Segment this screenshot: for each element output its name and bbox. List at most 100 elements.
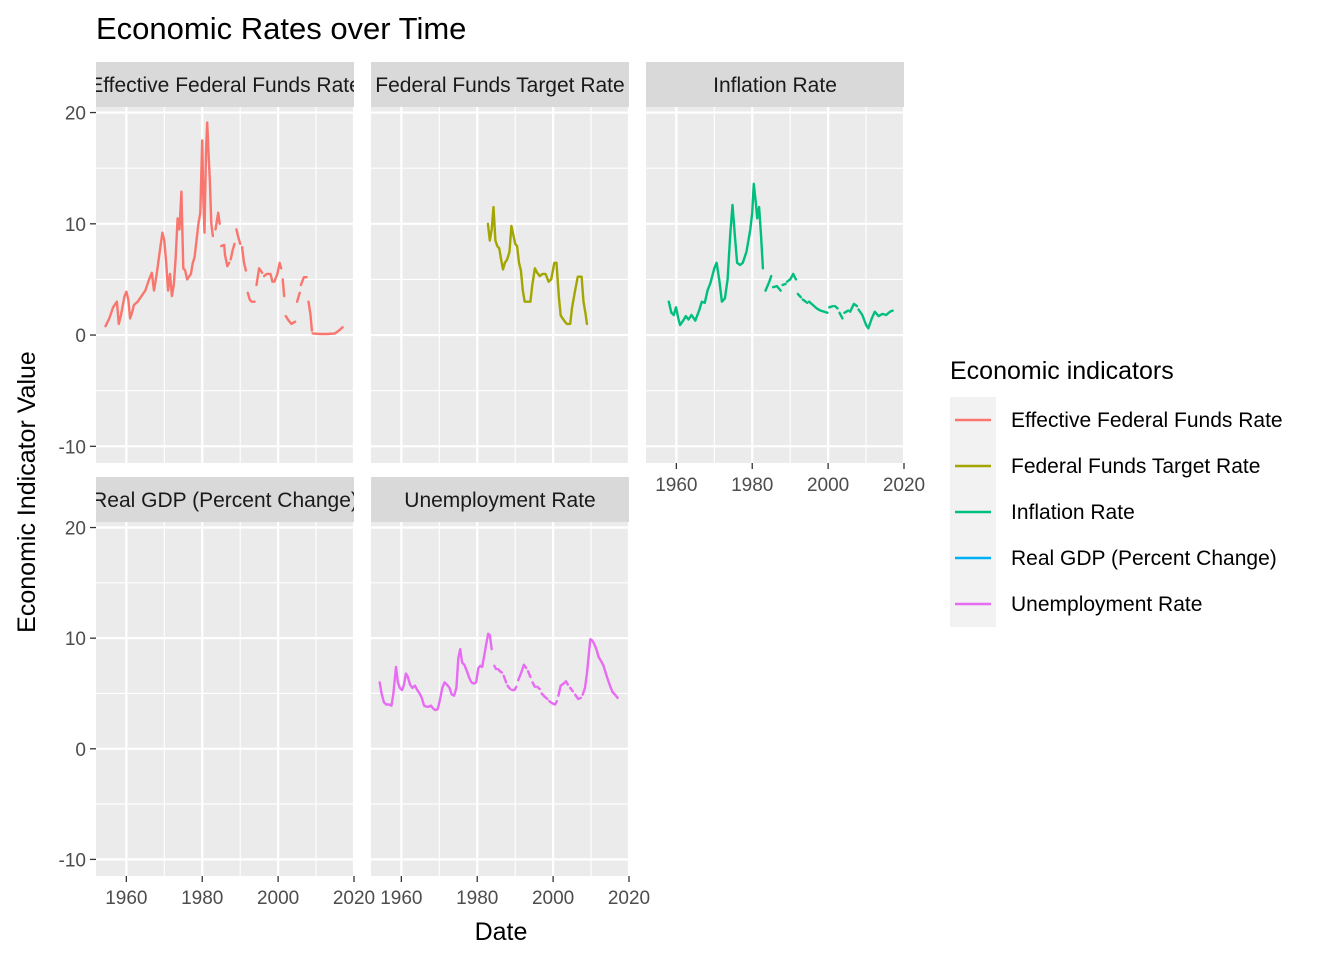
series-line-segment: [262, 272, 274, 283]
series-unemployment-rate: [378, 632, 619, 712]
series-line-segment: [493, 664, 498, 671]
series-inflation-rate: [667, 182, 894, 330]
panel-background: [371, 522, 629, 876]
series-line-segment: [235, 228, 242, 245]
y-tick-label: 0: [75, 326, 86, 347]
series-line-segment: [378, 632, 490, 712]
x-tick-label: 2000: [532, 888, 574, 909]
y-tick-label: 10: [65, 215, 86, 236]
series-line-segment: [255, 267, 264, 287]
series-line-segment: [667, 182, 765, 327]
series-line-segment: [246, 291, 256, 303]
series-line-segment: [838, 311, 844, 320]
x-tick-label: 2020: [608, 888, 650, 909]
legend-label: Real GDP (Percent Change): [1011, 547, 1277, 570]
legend-item-unemployment-rate: Unemployment Rate: [955, 593, 1202, 616]
series-line-segment: [496, 667, 504, 674]
legend-label: Unemployment Rate: [1011, 593, 1202, 616]
facet-strip: [371, 477, 629, 522]
series-line-segment: [273, 261, 283, 283]
series-line-segment: [796, 292, 802, 299]
series-line-segment: [801, 298, 809, 304]
series-line-segment: [833, 304, 839, 310]
series-line-segment: [548, 700, 559, 706]
panel-background: [96, 522, 354, 876]
y-tick-label: 10: [65, 629, 86, 650]
x-tick-label: 2020: [883, 475, 925, 496]
facet-strip: [646, 62, 904, 107]
series-line-segment: [843, 309, 850, 314]
x-tick-label: 1980: [456, 888, 498, 909]
series-line-segment: [771, 284, 782, 292]
series-line-segment: [510, 685, 518, 692]
series-line-segment: [502, 674, 508, 684]
series-line-segment: [486, 205, 589, 326]
x-tick-label: 2020: [333, 888, 375, 909]
series-line-segment: [104, 121, 215, 328]
series-line-segment: [569, 686, 574, 693]
facet-panel-effective-federal-funds-rate: Effective Federal Funds Rate -10 0 10 20: [59, 62, 361, 463]
series-line-segment: [284, 314, 297, 326]
series-line-segment: [828, 304, 835, 309]
series-line-segment: [540, 692, 549, 701]
facet-strip-label: Inflation Rate: [713, 74, 837, 97]
y-tick-label: 20: [65, 519, 86, 540]
series-line-segment: [220, 243, 231, 268]
series-line-segment: [764, 274, 773, 292]
legend-label: Effective Federal Funds Rate: [1011, 409, 1283, 432]
legend-title: Economic indicators: [950, 357, 1174, 385]
series-line-segment: [573, 693, 582, 701]
series-line-segment: [295, 291, 301, 303]
x-tick-label: 1980: [181, 888, 223, 909]
legend-label: Inflation Rate: [1011, 501, 1135, 524]
panel-background: [371, 107, 629, 463]
series-line-segment: [531, 681, 537, 688]
legend: Economic indicators Effective Federal Fu…: [950, 357, 1283, 627]
series-line-segment: [581, 638, 619, 700]
series-line-segment: [506, 684, 512, 691]
facet-strip-label: Federal Funds Target Rate: [375, 74, 624, 97]
x-tick-label: 1960: [105, 888, 147, 909]
y-tick-label: 20: [65, 104, 86, 125]
legend-item-inflation-rate: Inflation Rate: [955, 501, 1135, 524]
facet-strip-label: Effective Federal Funds Rate: [89, 74, 361, 97]
x-tick-label: 2000: [257, 888, 299, 909]
facet-strip: [371, 62, 629, 107]
facet-strip-label: Unemployment Rate: [404, 489, 595, 512]
y-tick-label: 0: [75, 740, 86, 761]
series-line-segment: [517, 663, 528, 682]
series-line-segment: [299, 276, 308, 287]
facet-strip: [96, 62, 354, 107]
series-line-segment: [557, 680, 570, 697]
series-line-segment: [781, 282, 787, 287]
series-federal-funds-target-rate: [486, 205, 589, 326]
panel-background: [646, 107, 904, 463]
series-line-segment: [281, 278, 286, 298]
series-line-segment: [857, 308, 894, 330]
panel-background: [96, 107, 354, 463]
legend-item-real-gdp-percent-change: Real GDP (Percent Change): [955, 547, 1277, 570]
legend-item-federal-funds-target-rate: Federal Funds Target Rate: [955, 455, 1260, 478]
facet-panel-federal-funds-target-rate: Federal Funds Target Rate: [371, 62, 631, 463]
y-axis-title: Economic Indicator Value: [13, 351, 41, 633]
y-tick-label: -10: [59, 437, 86, 458]
y-tick-label: -10: [59, 850, 86, 871]
facet-panel-inflation-rate: Inflation Rate 1960 1980 2000 2020: [646, 62, 925, 496]
series-line-segment: [807, 300, 829, 314]
series-line-segment: [307, 300, 314, 332]
series-line-segment: [229, 242, 236, 261]
series-effective-federal-funds-rate: [104, 121, 344, 336]
series-line-segment: [488, 633, 493, 651]
series-line-segment: [240, 246, 248, 272]
x-tick-label: 1980: [731, 475, 773, 496]
facet-panel-unemployment-rate: Unemployment Rate 1960 1980 2000 2020: [371, 477, 650, 909]
x-tick-label: 1960: [380, 888, 422, 909]
series-line-segment: [214, 211, 221, 231]
facet-strip-label: Real GDP (Percent Change): [92, 489, 358, 512]
series-line-segment: [526, 670, 532, 679]
legend-item-effective-federal-funds-rate: Effective Federal Funds Rate: [955, 409, 1283, 432]
chart-title: Economic Rates over Time: [96, 11, 466, 46]
series-line-segment: [848, 302, 859, 313]
